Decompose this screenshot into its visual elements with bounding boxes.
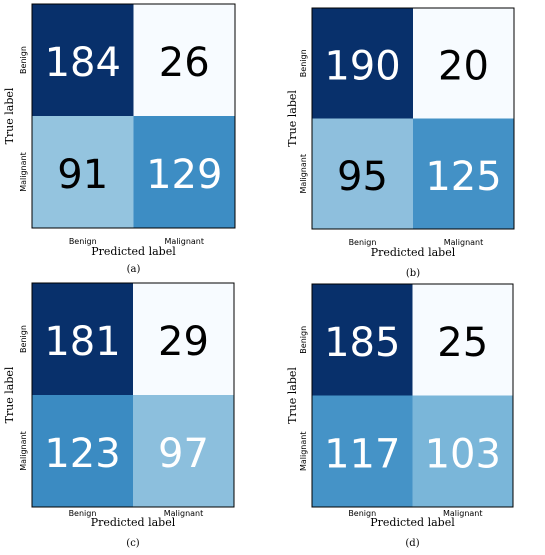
x-tick-label: Benign [348,509,376,518]
x-tick-label: Benign [69,509,97,518]
heatmap-cell [413,118,514,229]
heatmap-cell [32,4,134,116]
y-axis-label: True label [286,367,299,424]
cell-value-label: 95 [337,154,388,200]
panel-caption: (a) [127,264,141,275]
panel-caption: (b) [406,268,420,279]
cell-value-label: 125 [425,154,501,200]
y-axis-label: True label [3,366,16,423]
panel-caption: (c) [126,538,140,549]
y-tick-label: Benign [299,49,308,77]
x-axis-label: Predicted label [371,246,456,259]
x-axis-label: Predicted label [370,516,455,529]
panel-caption: (d) [405,538,419,549]
confusion-matrix-panel: 190 20 95 125 Benign Malignant Benign Malignant… [286,7,515,279]
heatmap-cell [312,395,413,507]
cell-value-label: 29 [158,319,209,365]
y-tick-label: Malignant [19,431,28,471]
x-tick-label: Benign [349,238,377,247]
plot-frame [31,282,235,508]
plot-frame [31,3,236,229]
heatmap-cell [133,4,235,116]
heatmap-cell [412,395,513,507]
heatmap-cell [312,8,413,119]
x-tick-label: Malignant [164,237,204,246]
cell-value-label: 103 [425,431,501,477]
y-axis-label: True label [3,87,16,144]
plot-frame [311,283,514,508]
heatmap-cell [133,116,235,228]
cell-value-label: 123 [44,431,120,477]
heatmap-cell [32,395,133,507]
heatmap-cell [312,118,413,229]
cell-value-label: 26 [159,40,210,86]
x-tick-label: Benign [69,237,97,246]
cell-value-label: 91 [57,152,108,198]
cell-value-label: 129 [146,152,222,198]
x-tick-label: Malignant [443,509,483,518]
cell-value-label: 25 [437,320,488,366]
y-tick-label: Malignant [299,431,308,471]
cell-value-label: 97 [158,431,209,477]
y-tick-label: Benign [19,46,28,74]
x-axis-label: Predicted label [91,516,176,529]
x-tick-label: Malignant [164,509,204,518]
confusion-matrix-panel: 184 26 91 129 Benign Malignant Benign Malignant… [3,3,236,275]
x-axis-label: Predicted label [91,245,176,258]
y-tick-label: Benign [299,326,308,354]
cell-value-label: 117 [324,431,400,477]
confusion-matrix-panel: 181 29 123 97 Benign Malignant Benign Malignant… [3,282,235,549]
heatmap-cell [133,395,234,507]
cell-value-label: 190 [324,43,400,89]
plot-frame [311,7,515,230]
heatmap-cell [412,284,513,396]
heatmap-cell [413,8,514,119]
y-tick-label: Benign [19,325,28,353]
confusion-matrix-panel: 185 25 117 103 Benign Malignant Benign Malignan… [286,283,514,549]
y-axis-label: True label [286,90,299,147]
x-tick-label: Malignant [444,238,484,247]
heatmap-cell [32,116,134,228]
heatmap-cell [32,283,133,395]
cell-value-label: 181 [44,319,120,365]
cell-value-label: 20 [438,43,489,89]
y-tick-label: Malignant [19,152,28,192]
y-tick-label: Malignant [299,154,308,194]
heatmap-cell [133,283,234,395]
heatmap-cell [312,284,413,396]
cell-value-label: 185 [324,320,400,366]
cell-value-label: 184 [45,40,121,86]
